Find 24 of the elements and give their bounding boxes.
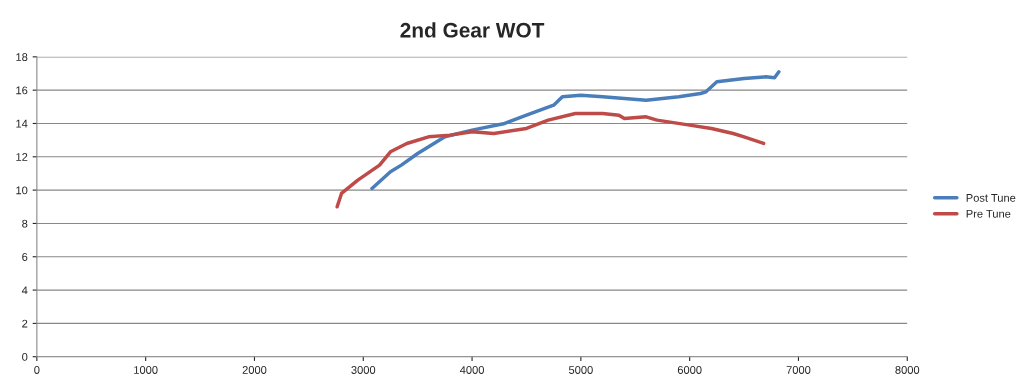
x-tick-label: 3000 — [351, 366, 376, 374]
y-tick-label: 12 — [16, 153, 28, 161]
line-series — [370, 70, 781, 191]
x-tick-label: 1000 — [134, 366, 158, 374]
x-tick-label: 6000 — [677, 366, 702, 374]
x-tick-label: 5000 — [568, 366, 593, 374]
y-tick-label: 14 — [16, 119, 28, 128]
y-tick-label: 2 — [22, 319, 28, 328]
x-tick-label: 4000 — [459, 366, 484, 374]
legend-label: Post Tune — [966, 194, 1016, 202]
legend-label: Pre Tune — [966, 209, 1011, 218]
chart-title: 2nd Gear WOT — [400, 22, 545, 38]
x-tick-label: 8000 — [895, 366, 920, 374]
y-tick-label: 18 — [16, 53, 28, 61]
x-tick-label: 7000 — [786, 366, 811, 374]
x-tick-label: 2000 — [242, 366, 267, 374]
y-tick-label: 8 — [22, 219, 28, 228]
y-tick-label: 6 — [22, 253, 28, 261]
line-series — [335, 111, 766, 209]
x-tick-label: 0 — [34, 366, 40, 374]
y-tick-label: 16 — [16, 86, 28, 95]
y-tick-label: 4 — [21, 286, 28, 295]
y-tick-label: 10 — [16, 186, 28, 195]
y-tick-label: 0 — [22, 352, 28, 361]
